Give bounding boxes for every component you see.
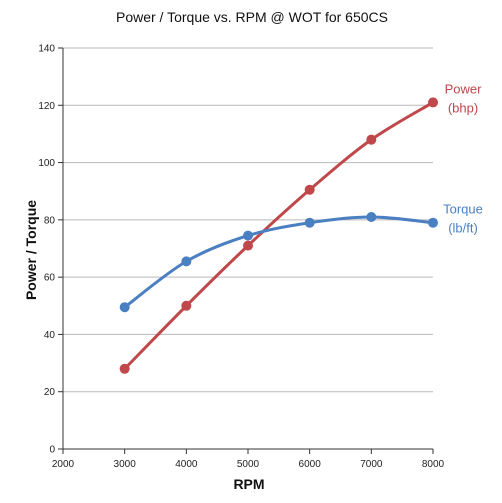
torque-point <box>243 230 253 241</box>
torque-point <box>181 256 192 267</box>
torque-point <box>428 217 438 228</box>
grid <box>63 47 433 393</box>
x-tick-label: 5000 <box>237 459 260 470</box>
power-point <box>304 184 315 195</box>
torque-point <box>366 211 377 222</box>
torque-point <box>119 302 130 313</box>
y-tick-label: 0 <box>49 445 55 456</box>
y-tick-label: 140 <box>38 44 55 55</box>
y-tick-label: 80 <box>44 215 56 226</box>
torque-series-label: Torque <box>443 202 483 217</box>
axes <box>58 47 434 454</box>
x-tick-label: 6000 <box>299 459 322 470</box>
y-tick-label: 40 <box>44 330 56 341</box>
series-labels: Power (bhp) Torque (lb/ft) <box>443 81 483 235</box>
power-point <box>243 240 253 251</box>
x-tick-label: 4000 <box>175 459 198 470</box>
y-tick-label: 20 <box>44 387 56 398</box>
power-point <box>119 363 130 374</box>
power-unit-label: (bhp) <box>448 100 478 115</box>
x-tick-label: 7000 <box>360 459 383 470</box>
chart-title: Power / Torque vs. RPM @ WOT for 650CS <box>116 9 388 25</box>
torque-line <box>123 215 435 309</box>
x-tick-label: 8000 <box>422 459 445 470</box>
y-axis-label: Power / Torque <box>23 200 39 300</box>
power-series-label: Power <box>445 81 483 96</box>
y-tick-label: 100 <box>38 158 55 169</box>
series <box>119 97 438 374</box>
torque-point <box>304 217 315 228</box>
power-point <box>428 97 438 108</box>
torque-unit-label: (lb/ft) <box>448 221 478 236</box>
y-tick-label: 120 <box>38 101 55 112</box>
power-point <box>366 134 377 145</box>
power-point <box>181 300 192 311</box>
y-tick-label: 60 <box>44 273 56 284</box>
x-tick-label: 3000 <box>114 459 137 470</box>
tick-labels: 0 20 40 60 80 100 120 140 2000 3000 4000 5000 6000 70… <box>38 44 444 471</box>
x-axis-label: RPM <box>233 476 264 492</box>
x-tick-label: 2000 <box>52 459 75 470</box>
power-line <box>123 100 435 371</box>
